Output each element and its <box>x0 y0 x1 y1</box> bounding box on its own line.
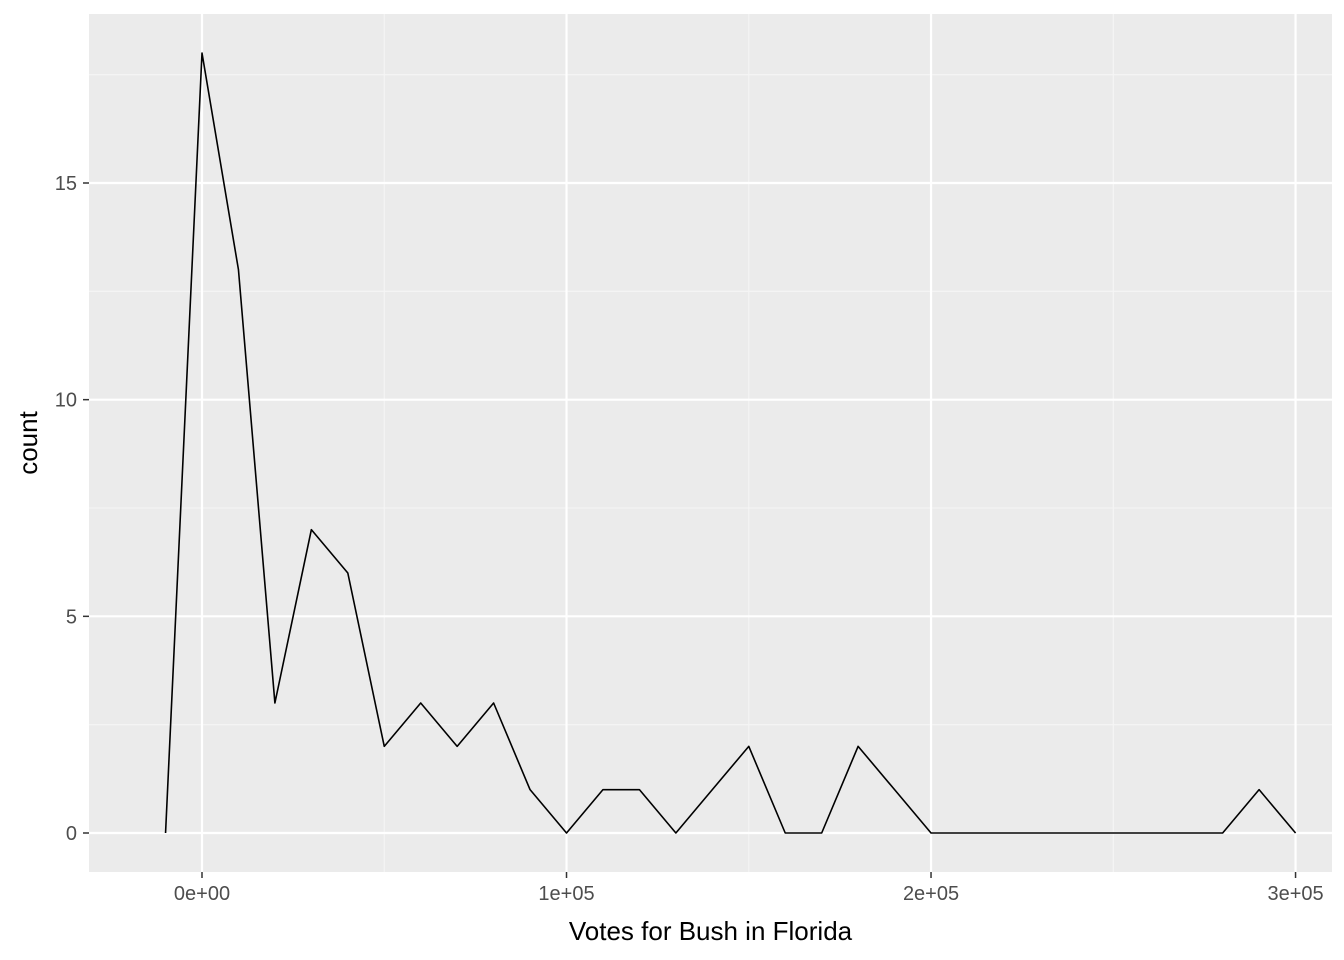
series-line-1 <box>164 52 1297 834</box>
plot-panel <box>89 14 1332 872</box>
x-tick-label: 3e+05 <box>1267 883 1323 905</box>
y-tick-label: 0 <box>66 823 77 845</box>
x-axis: 0e+00 1e+05 2e+05 3e+05 <box>174 872 1324 905</box>
x-tick-label: 0e+00 <box>174 883 230 905</box>
series-layer <box>164 52 1297 834</box>
major-gridlines <box>89 14 1332 872</box>
y-axis: 0 5 10 15 <box>55 173 89 845</box>
y-tick-label: 5 <box>66 606 77 628</box>
y-tick-label: 15 <box>55 173 77 195</box>
x-tick-label: 2e+05 <box>903 883 959 905</box>
y-tick-label: 10 <box>55 390 77 412</box>
x-tick-label: 1e+05 <box>538 883 594 905</box>
minor-gridlines <box>89 14 1332 872</box>
y-axis-title: count <box>13 410 43 474</box>
x-axis-title: Votes for Bush in Florida <box>569 916 853 946</box>
